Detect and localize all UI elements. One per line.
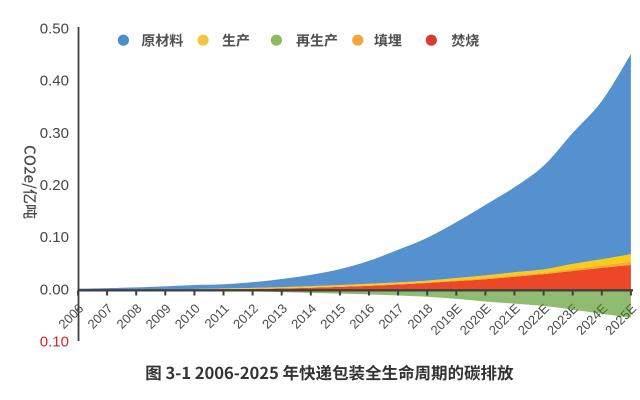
- svg-text:0.10: 0.10: [40, 334, 69, 351]
- svg-text:0.00: 0.00: [40, 281, 69, 298]
- svg-text:0.10: 0.10: [40, 229, 69, 246]
- svg-text:0.20: 0.20: [40, 177, 69, 194]
- svg-text:0.30: 0.30: [40, 125, 69, 142]
- svg-text:0.40: 0.40: [40, 73, 69, 90]
- svg-text:0.50: 0.50: [40, 20, 69, 37]
